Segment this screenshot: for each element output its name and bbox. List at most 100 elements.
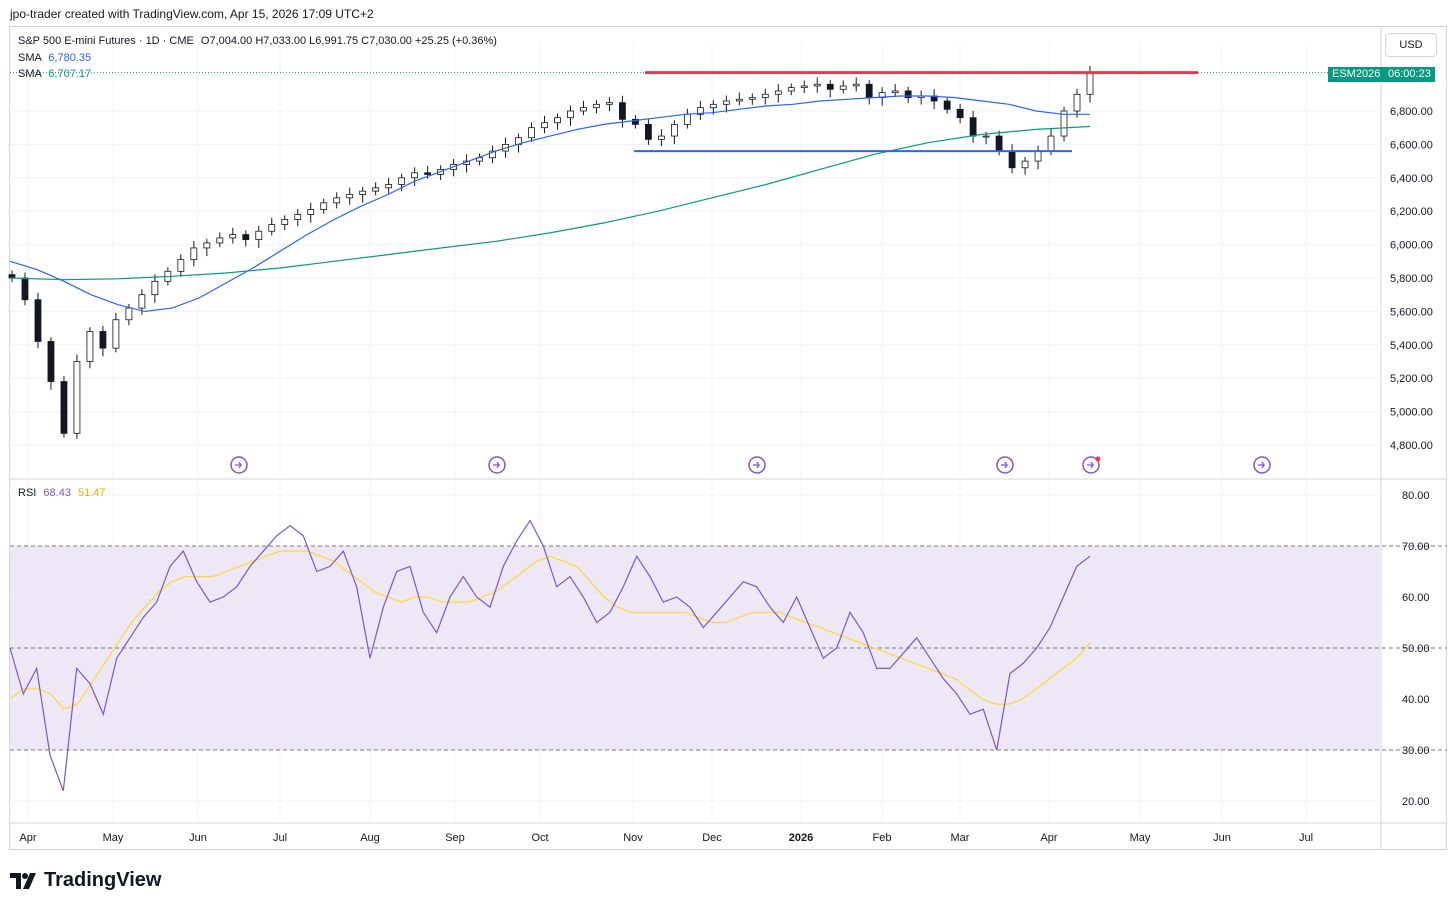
rsi-tick-label: 70.00 xyxy=(1402,541,1430,553)
candle-body xyxy=(125,307,133,321)
x-tick-label: May xyxy=(1130,832,1151,844)
x-tick-label: Jun xyxy=(189,832,207,844)
candle-body xyxy=(1073,93,1081,112)
rsi-tick-label: 80.00 xyxy=(1402,490,1430,502)
candle-body xyxy=(709,103,717,109)
candle-body xyxy=(528,127,535,139)
candle-body xyxy=(411,172,419,179)
candle-body xyxy=(1008,150,1016,169)
sma-50-label: SMA xyxy=(18,52,42,64)
candle-body xyxy=(216,237,224,244)
x-tick-label: May xyxy=(103,832,124,844)
candle-body xyxy=(787,87,795,92)
candle-body xyxy=(255,230,263,240)
sma-50-value: 6,780.35 xyxy=(48,52,92,64)
candle-body xyxy=(242,234,250,240)
event-arrow xyxy=(1087,461,1095,469)
candle-body xyxy=(398,177,406,185)
candle-body xyxy=(177,259,185,272)
x-tick-label: Mar xyxy=(951,832,970,844)
tradingview-footer[interactable]: TradingView xyxy=(10,869,161,892)
candle-body xyxy=(800,85,808,89)
candle-body xyxy=(60,381,68,434)
rsi-legend[interactable]: RSI 68.43 51.47 xyxy=(18,486,106,500)
candle-body xyxy=(346,194,354,199)
dividend-event-icon[interactable] xyxy=(996,456,1014,474)
sma-50-legend[interactable]: SMA 6,780.35 xyxy=(18,51,91,65)
candle-body xyxy=(21,277,29,301)
candle-body xyxy=(372,187,380,192)
candle-body xyxy=(580,107,587,112)
currency-button[interactable]: USD xyxy=(1385,33,1437,57)
candle-body xyxy=(424,172,432,175)
sma-200-line xyxy=(9,125,1091,281)
candle-body xyxy=(774,90,782,95)
y-tick-label: 6,800.00 xyxy=(1390,106,1433,118)
y-tick-label: 5,400.00 xyxy=(1390,340,1433,352)
dividend-event-icon[interactable] xyxy=(488,456,506,474)
candle-body xyxy=(670,123,678,137)
rsi-tick-label: 30.00 xyxy=(1402,745,1430,757)
x-tick-label: Jul xyxy=(1299,832,1313,844)
candle-body xyxy=(852,83,860,87)
y-tick-label: 5,200.00 xyxy=(1390,373,1433,385)
candle-body xyxy=(47,341,55,382)
candle-body xyxy=(943,100,951,110)
candle-body xyxy=(99,331,107,349)
candle-body xyxy=(995,135,1003,152)
dividend-event-icon[interactable] xyxy=(1253,456,1271,474)
sma-200-label: SMA xyxy=(18,68,42,80)
candle-body xyxy=(683,113,691,125)
candle-body xyxy=(839,85,847,90)
x-tick-label: Nov xyxy=(623,832,643,844)
x-tick-label: Dec xyxy=(702,832,722,844)
candle-body xyxy=(203,242,211,249)
candle-body xyxy=(748,97,756,100)
y-tick-label: 5,800.00 xyxy=(1390,273,1433,285)
candle-body xyxy=(34,299,42,342)
event-arrow xyxy=(1001,461,1009,469)
candle-body xyxy=(320,202,328,210)
rsi-value: 68.43 xyxy=(43,487,71,499)
symbol-line[interactable]: S&P 500 E-mini Futures · 1D · CME xyxy=(18,35,194,47)
candle-body xyxy=(333,197,341,204)
event-arrow xyxy=(235,461,243,469)
candle-body xyxy=(307,209,315,215)
price-legend: S&P 500 E-mini Futures · 1D · CME O7,004… xyxy=(18,34,497,48)
rsi-ma-value: 51.47 xyxy=(78,487,106,499)
y-tick-label: 6,600.00 xyxy=(1390,139,1433,151)
dividend-event-icon[interactable] xyxy=(230,456,248,474)
event-arrow xyxy=(753,461,761,469)
sma-50-line xyxy=(9,95,1090,313)
candle-body xyxy=(1021,160,1029,169)
brand-name: TradingView xyxy=(44,869,162,891)
symbol-badge: ESM2026 xyxy=(1328,67,1385,82)
y-tick-label: 6,200.00 xyxy=(1390,206,1433,218)
y-tick-label: 4,800.00 xyxy=(1390,440,1433,452)
chart-attribution: jpo-trader created with TradingView.com,… xyxy=(10,7,374,21)
candle-body xyxy=(722,100,730,105)
sma-200-legend[interactable]: SMA 6,707.17 xyxy=(18,67,91,81)
dividend-event-icon[interactable] xyxy=(748,456,766,474)
candle-body xyxy=(1047,135,1055,152)
candle-body xyxy=(593,103,600,109)
candle-body xyxy=(567,110,574,119)
candle-body xyxy=(956,108,964,119)
x-tick-label: Feb xyxy=(873,832,892,844)
x-tick-label: 2026 xyxy=(789,832,813,844)
candle-body xyxy=(606,102,613,105)
candle-body xyxy=(1060,110,1068,137)
event-dot xyxy=(1095,456,1101,462)
y-tick-label: 6,400.00 xyxy=(1390,173,1433,185)
rsi-tick-label: 60.00 xyxy=(1402,592,1430,604)
candle-body xyxy=(190,247,198,261)
candle-body xyxy=(73,361,81,434)
rsi-label: RSI xyxy=(18,487,37,499)
candle-body xyxy=(813,83,821,87)
candle-body xyxy=(1034,150,1042,162)
x-tick-label: Sep xyxy=(445,832,465,844)
earnings-event-icon[interactable] xyxy=(1082,456,1101,474)
candle-body xyxy=(229,234,237,239)
tradingview-logo-icon xyxy=(10,872,36,889)
